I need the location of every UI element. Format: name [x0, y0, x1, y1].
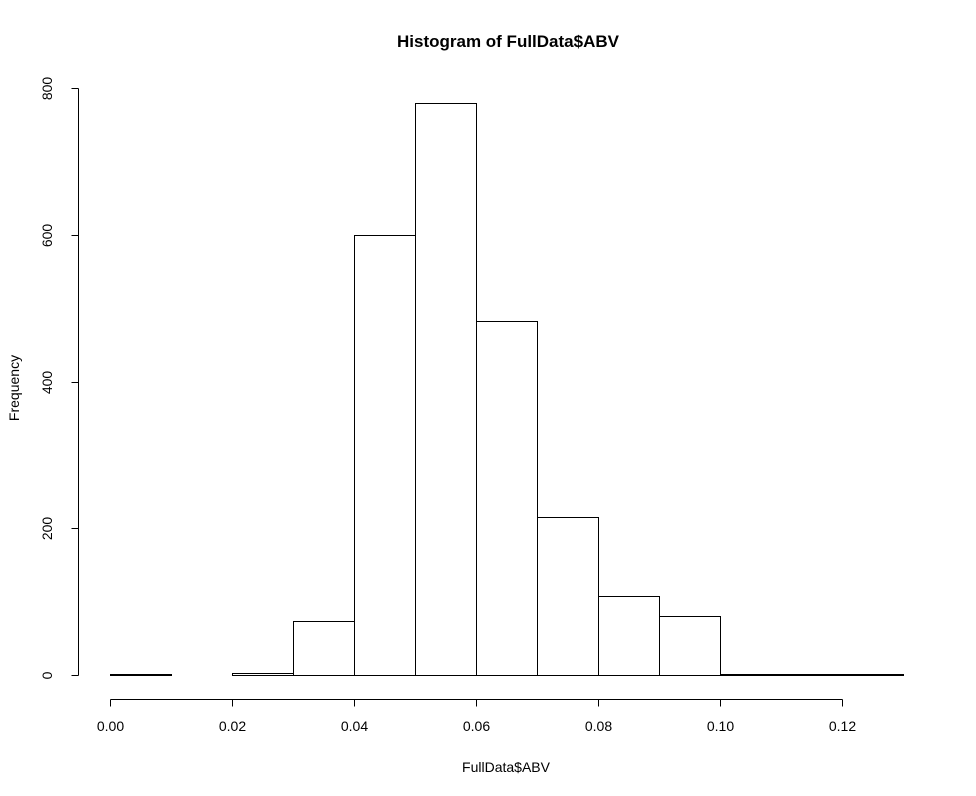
histogram-bar-9	[659, 616, 721, 676]
x-tick-label-3: 0.06	[463, 718, 490, 734]
histogram-bar-4	[354, 235, 416, 676]
y-tick-label-1: 200	[39, 517, 55, 541]
y-axis-label: Frequency	[6, 355, 22, 421]
histogram-bar-7	[537, 517, 599, 676]
histogram-bar-5	[415, 103, 477, 676]
y-tick-label-3: 600	[39, 224, 55, 248]
chart-title: Histogram of FullData$ABV	[397, 32, 620, 51]
bars-group	[110, 103, 904, 676]
histogram-bar-3	[293, 621, 355, 676]
histogram-bar-0	[110, 674, 172, 676]
histogram-bar-2	[232, 673, 294, 676]
x-tick-label-5: 0.10	[707, 718, 734, 734]
x-axis: 0.00 0.02 0.04 0.06 0.08 0.10 0.12	[97, 699, 856, 734]
histogram-bar-6	[476, 321, 538, 676]
histogram-bar-10	[720, 674, 782, 676]
histogram-bar-8	[598, 596, 660, 676]
histogram-bar-12	[842, 674, 904, 676]
x-tick-label-4: 0.08	[585, 718, 612, 734]
x-tick-label-2: 0.04	[341, 718, 368, 734]
x-tick-label-0: 0.00	[97, 718, 124, 734]
y-tick-label-4: 800	[39, 77, 55, 101]
x-axis-label: FullData$ABV	[462, 759, 551, 775]
x-tick-label-1: 0.02	[219, 718, 246, 734]
y-tick-label-2: 400	[39, 371, 55, 395]
y-axis: 0 200 400 600 800	[39, 77, 79, 679]
x-tick-label-6: 0.12	[829, 718, 856, 734]
y-tick-label-0: 0	[39, 671, 55, 679]
histogram-bar-11	[781, 674, 843, 676]
